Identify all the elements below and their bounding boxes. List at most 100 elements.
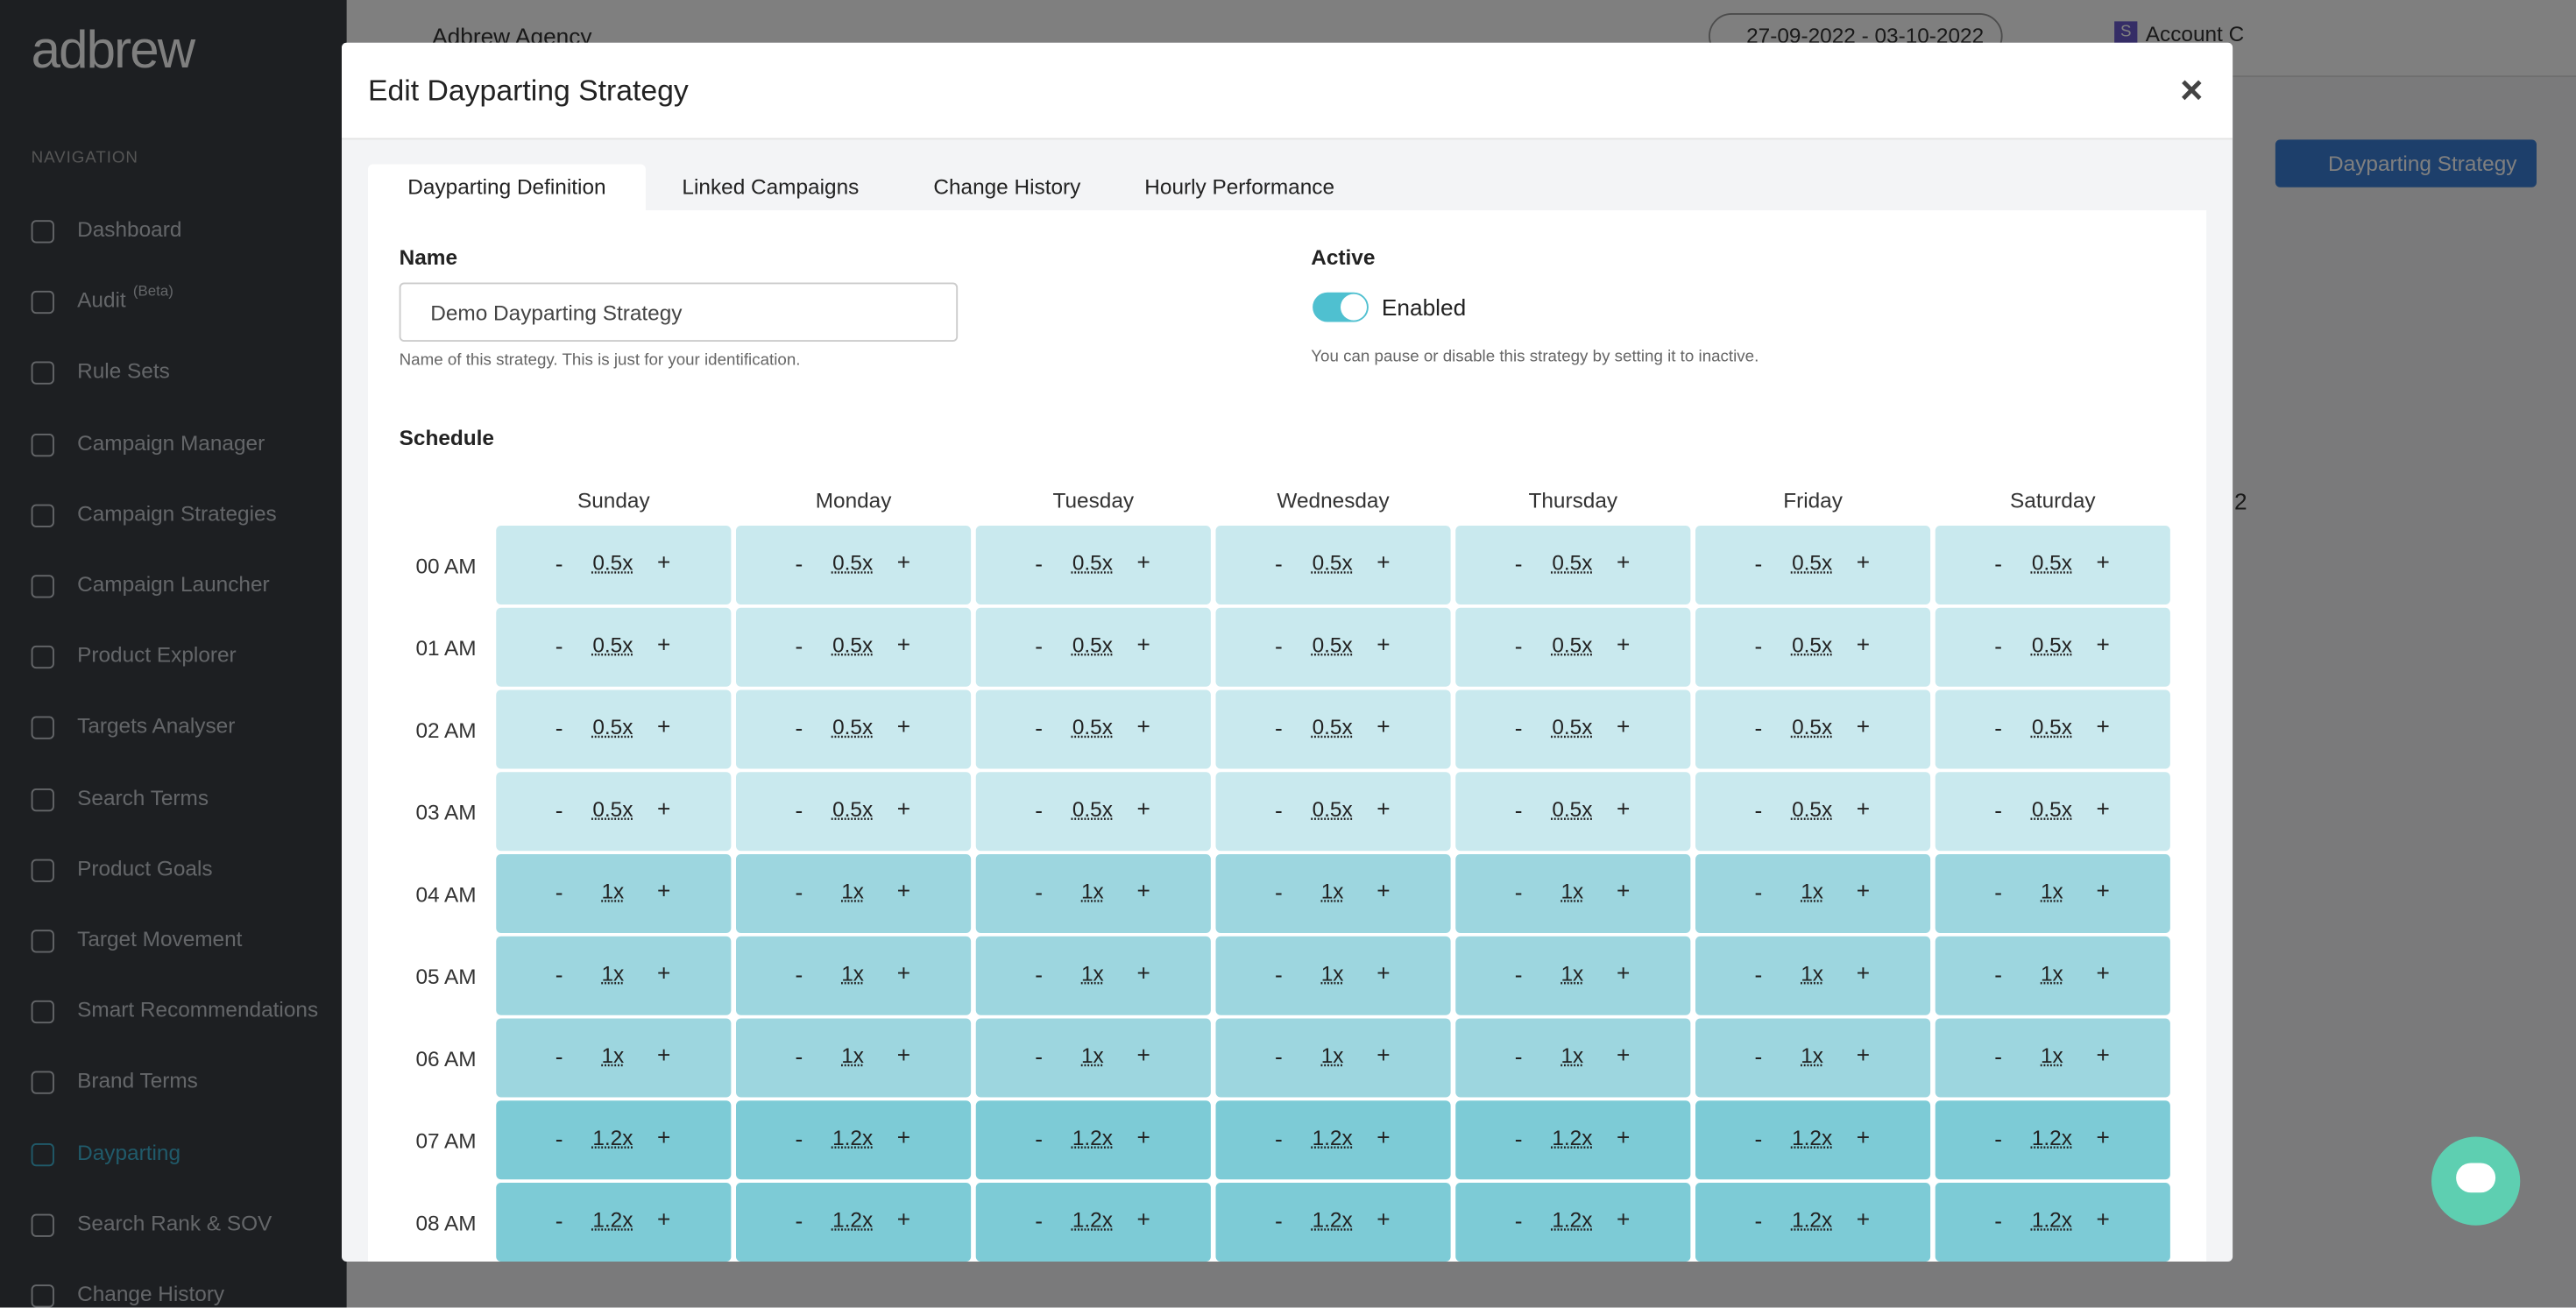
decrement-button[interactable]: - [1994, 1207, 2003, 1234]
multiplier[interactable]: 1.2x [832, 1207, 874, 1233]
multiplier[interactable]: 0.5x [1072, 550, 1113, 576]
decrement-button[interactable]: - [1514, 796, 1523, 824]
increment-button[interactable]: + [657, 631, 671, 657]
increment-button[interactable]: + [896, 1123, 911, 1150]
decrement-button[interactable]: - [1754, 960, 1763, 987]
multiplier[interactable]: 0.5x [1792, 550, 1833, 576]
multiplier[interactable]: 1x [841, 960, 864, 986]
decrement-button[interactable]: - [1754, 1043, 1763, 1070]
decrement-button[interactable]: - [1754, 550, 1763, 577]
increment-button[interactable]: + [657, 1123, 671, 1150]
increment-button[interactable]: + [2096, 1123, 2110, 1150]
multiplier[interactable]: 0.5x [592, 796, 633, 822]
multiplier[interactable]: 1.2x [1072, 1125, 1113, 1150]
multiplier[interactable]: 0.5x [1792, 714, 1833, 739]
multiplier[interactable]: 0.5x [2031, 714, 2072, 739]
increment-button[interactable]: + [2096, 877, 2110, 904]
increment-button[interactable]: + [1856, 1041, 1871, 1068]
increment-button[interactable]: + [2096, 548, 2110, 576]
multiplier[interactable]: 0.5x [592, 714, 633, 739]
increment-button[interactable]: + [1856, 795, 1871, 822]
decrement-button[interactable]: - [555, 714, 563, 741]
decrement-button[interactable]: - [1514, 1125, 1523, 1152]
decrement-button[interactable]: - [1035, 1125, 1044, 1152]
increment-button[interactable]: + [1136, 1123, 1150, 1150]
increment-button[interactable]: + [1856, 1205, 1871, 1233]
multiplier[interactable]: 1x [1801, 1043, 1823, 1068]
increment-button[interactable]: + [1617, 1205, 1631, 1233]
increment-button[interactable]: + [896, 795, 911, 822]
multiplier[interactable]: 0.5x [832, 796, 874, 822]
increment-button[interactable]: + [1617, 877, 1631, 904]
increment-button[interactable]: + [1617, 631, 1631, 657]
decrement-button[interactable]: - [555, 796, 563, 824]
increment-button[interactable]: + [657, 795, 671, 822]
decrement-button[interactable]: - [1994, 1043, 2003, 1070]
increment-button[interactable]: + [1376, 1205, 1391, 1233]
decrement-button[interactable]: - [1035, 714, 1044, 741]
multiplier[interactable]: 1x [1320, 879, 1344, 904]
increment-button[interactable]: + [1376, 795, 1391, 822]
increment-button[interactable]: + [2096, 1205, 2110, 1233]
decrement-button[interactable]: - [1514, 879, 1523, 906]
decrement-button[interactable]: - [1035, 960, 1044, 987]
increment-button[interactable]: + [1856, 1123, 1871, 1150]
multiplier[interactable]: 1.2x [1792, 1125, 1833, 1150]
multiplier[interactable]: 1.2x [1312, 1207, 1353, 1233]
increment-button[interactable]: + [1856, 631, 1871, 657]
decrement-button[interactable]: - [795, 1125, 803, 1152]
tab[interactable]: Hourly Performance [1144, 173, 1335, 199]
multiplier[interactable]: 0.5x [1312, 632, 1353, 657]
decrement-button[interactable]: - [1754, 796, 1763, 824]
increment-button[interactable]: + [657, 1041, 671, 1068]
multiplier[interactable]: 1x [1560, 1043, 1584, 1068]
increment-button[interactable]: + [2096, 959, 2110, 986]
increment-button[interactable]: + [1136, 548, 1150, 576]
decrement-button[interactable]: - [1275, 1125, 1283, 1152]
decrement-button[interactable]: - [795, 550, 803, 577]
multiplier[interactable]: 1x [601, 879, 625, 904]
increment-button[interactable]: + [1136, 1205, 1150, 1233]
multiplier[interactable]: 1x [1801, 960, 1823, 986]
multiplier[interactable]: 0.5x [2031, 550, 2072, 576]
multiplier[interactable]: 0.5x [832, 550, 874, 576]
increment-button[interactable]: + [1136, 631, 1150, 657]
increment-button[interactable]: + [1136, 795, 1150, 822]
decrement-button[interactable]: - [1514, 632, 1523, 659]
increment-button[interactable]: + [1617, 712, 1631, 739]
increment-button[interactable]: + [657, 712, 671, 739]
multiplier[interactable]: 1x [841, 879, 864, 904]
increment-button[interactable]: + [1856, 959, 1871, 986]
multiplier[interactable]: 1x [1320, 960, 1344, 986]
multiplier[interactable]: 1.2x [592, 1125, 633, 1150]
multiplier[interactable]: 1x [1080, 1043, 1104, 1068]
multiplier[interactable]: 1.2x [2031, 1125, 2072, 1150]
increment-button[interactable]: + [657, 959, 671, 986]
multiplier[interactable]: 1.2x [832, 1125, 874, 1150]
multiplier[interactable]: 1.2x [1312, 1125, 1353, 1150]
increment-button[interactable]: + [1617, 548, 1631, 576]
increment-button[interactable]: + [1376, 1041, 1391, 1068]
decrement-button[interactable]: - [1035, 550, 1044, 577]
decrement-button[interactable]: - [795, 632, 803, 659]
close-button[interactable]: × [2180, 68, 2204, 114]
multiplier[interactable]: 1x [1080, 960, 1104, 986]
multiplier[interactable]: 1x [1560, 879, 1584, 904]
decrement-button[interactable]: - [555, 632, 563, 659]
increment-button[interactable]: + [896, 1041, 911, 1068]
increment-button[interactable]: + [1617, 1123, 1631, 1150]
increment-button[interactable]: + [1856, 548, 1871, 576]
decrement-button[interactable]: - [1754, 1125, 1763, 1152]
multiplier[interactable]: 1.2x [2031, 1207, 2072, 1233]
decrement-button[interactable]: - [1035, 1207, 1044, 1234]
increment-button[interactable]: + [2096, 712, 2110, 739]
decrement-button[interactable]: - [795, 1043, 803, 1070]
decrement-button[interactable]: - [1275, 960, 1283, 987]
increment-button[interactable]: + [896, 959, 911, 986]
increment-button[interactable]: + [1136, 877, 1150, 904]
multiplier[interactable]: 1x [1320, 1043, 1344, 1068]
increment-button[interactable]: + [2096, 631, 2110, 657]
multiplier[interactable]: 1x [841, 1043, 864, 1068]
decrement-button[interactable]: - [555, 1125, 563, 1152]
decrement-button[interactable]: - [1994, 879, 2003, 906]
